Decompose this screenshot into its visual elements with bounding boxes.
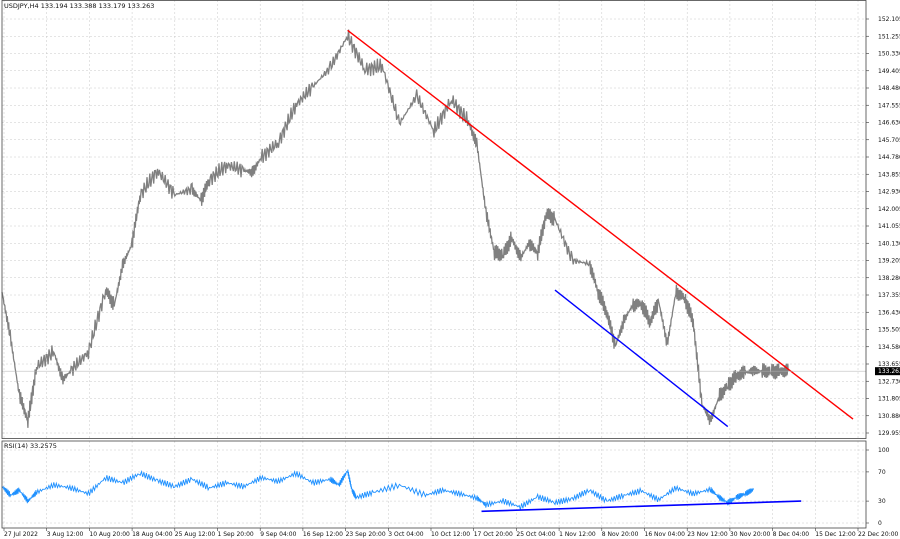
price-y-tick-label: 146.630 <box>878 120 900 127</box>
price-y-tick-label: 142.930 <box>878 189 900 196</box>
current-price-label-bg <box>875 367 900 376</box>
price-panel-frame <box>1 0 867 439</box>
price-y-tick-label: 134.580 <box>878 344 900 351</box>
price-y-tick-label: 137.355 <box>878 292 900 299</box>
x-tick-label: 16 Sep 12:00 <box>303 531 343 538</box>
rsi-blue-trendline <box>481 500 802 513</box>
price-y-tick-label: 151.255 <box>878 33 900 40</box>
x-tick-label: 17 Oct 20:00 <box>474 531 513 538</box>
price-y-tick-label: 140.130 <box>878 240 900 247</box>
x-tick-label: 18 Aug 04:00 <box>132 531 173 538</box>
price-y-tick-label: 132.730 <box>878 378 900 385</box>
x-tick-label: 15 Dec 12:00 <box>815 531 856 538</box>
current-price-label: 133.263 <box>878 368 900 375</box>
rsi-panel <box>1 469 802 513</box>
x-tick-label: 27 Jul 2022 <box>4 531 38 538</box>
x-tick-label: 3 Aug 12:00 <box>47 531 84 538</box>
rsi-y-tick-label: 70 <box>878 469 886 476</box>
rsi-chart-title: RSI(14) 33.2575 <box>4 442 57 450</box>
price-y-tick-label: 130.880 <box>878 413 900 420</box>
x-tick-label: 1 Nov 12:00 <box>559 531 596 538</box>
x-tick-label: 25 Aug 12:00 <box>175 531 216 538</box>
rsi-y-tick-label: 100 <box>878 447 890 454</box>
price-y-tick-label: 149.405 <box>878 68 900 75</box>
price-y-tick-label: 141.055 <box>878 223 900 230</box>
price-y-tick-label: 144.780 <box>878 154 900 161</box>
price-y-tick-label: 135.505 <box>878 327 900 334</box>
x-tick-label: 23 Sep 20:00 <box>346 531 386 538</box>
x-tick-label: 22 Dec 20:00 <box>858 531 899 538</box>
x-tick-label: 8 Nov 20:00 <box>602 531 639 538</box>
x-tick-label: 9 Sep 04:00 <box>260 531 296 538</box>
rsi-y-tick-label: 30 <box>878 498 886 505</box>
price-y-tick-label: 142.005 <box>878 206 900 213</box>
rsi-y-tick-label: 0 <box>878 520 882 527</box>
x-tick-label: 3 Oct 04:00 <box>388 531 423 538</box>
x-tick-label: 25 Oct 04:00 <box>516 531 555 538</box>
blue-support-trendline <box>554 289 729 428</box>
x-tick-label: 10 Oct 12:00 <box>431 531 470 538</box>
price-y-tick-label: 136.430 <box>878 309 900 316</box>
price-y-tick-label: 147.555 <box>878 102 900 109</box>
x-tick-label: 30 Nov 20:00 <box>730 531 771 538</box>
price-y-tick-label: 139.205 <box>878 258 900 265</box>
price-chart-title: USDJPY,H4 133.194 133.388 133.179 133.26… <box>4 2 154 10</box>
price-y-tick-label: 138.280 <box>878 275 900 282</box>
price-y-tick-label: 148.480 <box>878 85 900 92</box>
price-y-tick-label: 133.655 <box>878 361 900 368</box>
red-resistance-trendline <box>347 29 854 420</box>
x-tick-label: 1 Sep 20:00 <box>218 531 254 538</box>
price-y-tick-label: 152.105 <box>878 16 900 23</box>
price-y-tick-label: 150.330 <box>878 51 900 58</box>
price-panel <box>1 29 866 428</box>
price-y-tick-label: 143.855 <box>878 171 900 178</box>
x-tick-label: 23 Nov 12:00 <box>687 531 728 538</box>
rsi-panel-frame <box>1 440 867 529</box>
rsi-series-line <box>1 469 755 510</box>
x-tick-label: 8 Dec 04:00 <box>773 531 810 538</box>
price-y-tick-label: 145.705 <box>878 137 900 144</box>
x-tick-label: 16 Nov 04:00 <box>645 531 686 538</box>
price-series-line <box>1 29 789 428</box>
x-tick-label: 10 Aug 20:00 <box>89 531 130 538</box>
price-y-tick-label: 129.955 <box>878 430 900 437</box>
price-y-tick-label: 131.805 <box>878 396 900 403</box>
